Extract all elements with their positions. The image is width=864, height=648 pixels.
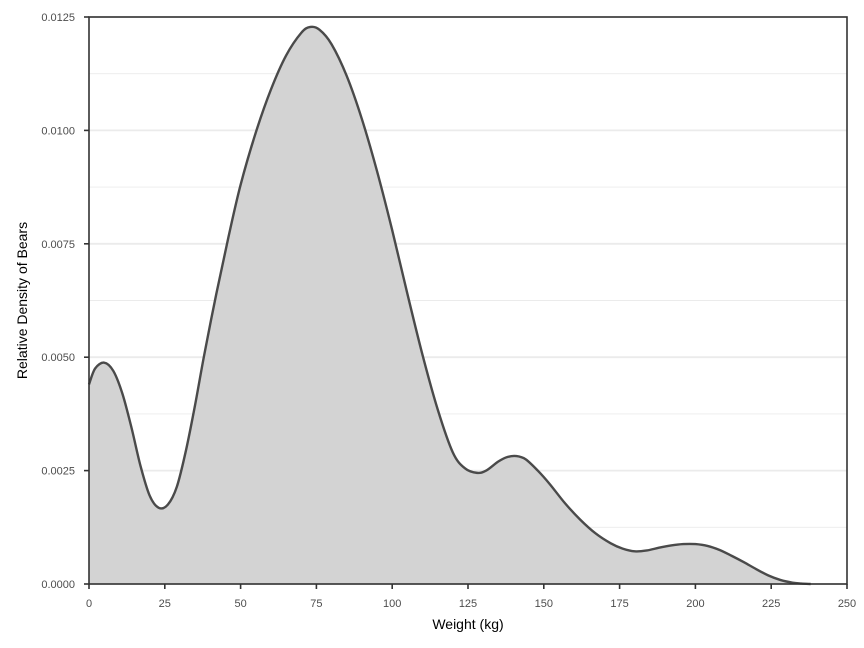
x-tick-label: 225 — [762, 598, 780, 610]
x-tick-label: 125 — [459, 598, 477, 610]
y-axis: 0.0000 0.0025 0.0050 0.0075 0.0100 0.0125 — [41, 12, 89, 591]
density-line — [87, 25, 811, 586]
x-tick-label: 150 — [535, 598, 553, 610]
y-tick-label: 0.0025 — [41, 466, 75, 478]
x-tick-label: 200 — [686, 598, 704, 610]
y-axis-title: Relative Density of Bears — [14, 222, 30, 379]
y-tick-label: 0.0050 — [41, 352, 75, 364]
x-axis: 0 25 50 75 100 125 150 175 200 225 250 — [86, 584, 856, 610]
density-series — [87, 25, 811, 586]
y-tick-label: 0.0100 — [41, 125, 75, 137]
x-tick-label: 250 — [838, 598, 856, 610]
x-tick-label: 100 — [383, 598, 401, 610]
y-tick-label: 0.0000 — [41, 579, 75, 591]
density-area — [89, 26, 811, 585]
x-tick-label: 75 — [310, 598, 322, 610]
x-tick-label: 175 — [610, 598, 628, 610]
x-tick-label: 50 — [234, 598, 246, 610]
x-tick-label: 25 — [159, 598, 171, 610]
y-tick-label: 0.0075 — [41, 239, 75, 251]
x-tick-label: 0 — [86, 598, 92, 610]
y-tick-label: 0.0125 — [41, 12, 75, 24]
x-axis-title: Weight (kg) — [432, 616, 503, 632]
